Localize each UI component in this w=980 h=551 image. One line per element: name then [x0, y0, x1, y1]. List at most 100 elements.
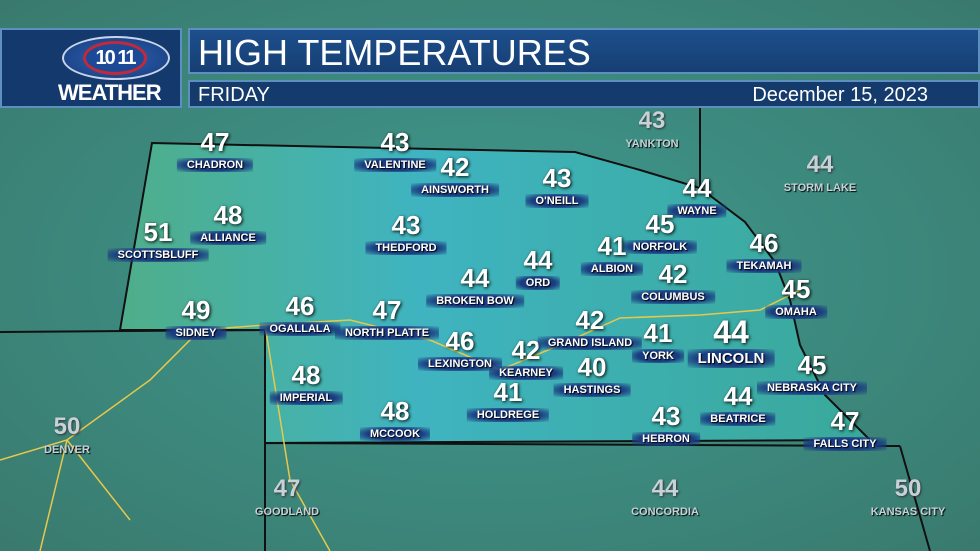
city-kearney: 42 KEARNEY [489, 337, 563, 381]
temperature-value: 42 [440, 152, 470, 182]
temperature-value: 48 [291, 360, 321, 390]
temperature-value: 43 [542, 163, 572, 193]
city-albion: 41 ALBION [580, 233, 644, 277]
city-wayne: 44 WAYNE [667, 173, 727, 219]
city-name: DENVER [44, 444, 90, 456]
city-york: 41 YORK [632, 320, 684, 364]
temperature-value: 46 [445, 326, 475, 356]
title-bar: HIGH TEMPERATURES [188, 28, 980, 74]
highways [0, 289, 801, 551]
city-chadron: 47 CHADRON [176, 127, 254, 173]
city-name: GOODLAND [254, 506, 320, 518]
temperature-value: 44 [806, 151, 834, 178]
temperature-value: 41 [643, 318, 673, 348]
city-name: LINCOLN [687, 349, 775, 368]
city-north-platte: 47 NORTH PLATTE [334, 295, 440, 341]
state-borders [0, 95, 931, 551]
city-hastings: 40 HASTINGS [553, 352, 631, 398]
temperature-value: 50 [894, 475, 922, 502]
city-name: HEBRON [632, 432, 700, 446]
city-name: TEKAMAH [726, 259, 802, 273]
city-concordia: 44 CONCORDIA [621, 476, 709, 520]
temperature-value: 43 [380, 127, 410, 157]
city-columbus: 42 COLUMBUS [631, 261, 715, 305]
city-name: KEARNEY [489, 366, 563, 380]
temperature-value: 47 [200, 127, 230, 157]
city-lexington: 46 LEXINGTON [418, 328, 502, 372]
temperature-value: 42 [511, 335, 541, 365]
city-o-neill: 43 O'NEILL [525, 163, 589, 209]
city-name: BEATRICE [700, 412, 776, 426]
city-goodland: 47 GOODLAND [245, 476, 329, 520]
city-name: NORTH PLATTE [334, 326, 440, 340]
station-logo: 10 11 WEATHER [0, 28, 182, 108]
temperature-value: 43 [391, 210, 421, 240]
logo-oval: 10 11 [62, 36, 170, 80]
city-name: MCCOOK [359, 427, 431, 441]
city-name: BROKEN BOW [426, 294, 524, 308]
city-beatrice: 44 BEATRICE [700, 383, 776, 427]
city-name: GRAND ISLAND [537, 336, 643, 350]
city-name: HASTINGS [553, 383, 631, 397]
temperature-value: 44 [523, 245, 553, 275]
temperature-value: 45 [781, 274, 811, 304]
city-name: FALLS CITY [803, 437, 887, 451]
city-name: ALLIANCE [190, 231, 266, 245]
temperature-value: 46 [285, 291, 315, 321]
city-alliance: 48 ALLIANCE [190, 202, 266, 246]
city-name: SCOTTSBLUFF [107, 248, 209, 262]
temperature-value: 44 [460, 263, 490, 293]
city-norfolk: 45 NORFOLK [622, 211, 698, 255]
city-name: O'NEILL [525, 194, 589, 208]
city-name: ORD [515, 276, 561, 290]
city-hebron: 43 HEBRON [632, 403, 700, 447]
temperature-value: 42 [658, 259, 688, 289]
city-thedford: 43 THEDFORD [365, 210, 447, 256]
city-tekamah: 46 TEKAMAH [726, 228, 802, 274]
temperature-value: 40 [577, 352, 607, 382]
temperature-value: 44 [682, 173, 712, 203]
city-name: IMPERIAL [269, 391, 343, 405]
temperature-value: 43 [651, 401, 681, 431]
city-name: AINSWORTH [411, 183, 499, 197]
city-name: OGALLALA [259, 322, 341, 336]
temperature-value: 49 [181, 295, 211, 325]
temperature-value: 48 [213, 200, 243, 230]
city-name: LEXINGTON [418, 357, 502, 371]
city-yankton: 43 YANKTON [615, 108, 688, 152]
city-mccook: 48 MCCOOK [359, 396, 431, 442]
city-broken-bow: 44 BROKEN BOW [426, 265, 524, 309]
city-name: OMAHA [765, 305, 827, 319]
city-name: VALENTINE [354, 158, 436, 172]
page-title: HIGH TEMPERATURES [198, 32, 591, 73]
city-ogallala: 46 OGALLALA [259, 291, 341, 337]
header: 10 11 WEATHER HIGH TEMPERATURES FRIDAY D… [0, 28, 980, 108]
city-name: SIDNEY [165, 326, 227, 340]
temperature-value: 42 [575, 305, 605, 335]
city-kansas-city: 50 KANSAS CITY [861, 476, 956, 520]
logo-number: 10 11 [83, 41, 147, 75]
city-sidney: 49 SIDNEY [165, 295, 227, 341]
forecast-date: December 15, 2023 [752, 84, 928, 106]
city-ainsworth: 42 AINSWORTH [411, 154, 499, 198]
temperature-value: 51 [143, 217, 173, 247]
subtitle-bar: FRIDAY December 15, 2023 [188, 80, 980, 108]
city-name: YORK [632, 349, 684, 363]
temperature-value: 47 [372, 295, 402, 325]
temperature-value: 48 [380, 396, 410, 426]
city-valentine: 43 VALENTINE [354, 129, 436, 173]
temperature-value: 47 [273, 475, 301, 502]
city-omaha: 45 OMAHA [765, 276, 827, 320]
city-falls-city: 47 FALLS CITY [803, 408, 887, 452]
city-lincoln: 44 LINCOLN [687, 314, 775, 368]
temperature-value: 44 [713, 314, 749, 350]
city-name: HOLDREGE [466, 408, 550, 422]
temperature-value: 46 [749, 228, 779, 258]
city-denver: 50 DENVER [34, 414, 100, 458]
city-name: ALBION [580, 262, 644, 276]
nebraska-state [118, 141, 873, 445]
temperature-value: 45 [797, 350, 827, 380]
city-name: NORFOLK [622, 240, 698, 254]
city-name: CHADRON [176, 158, 254, 172]
city-scottsbluff: 51 SCOTTSBLUFF [107, 217, 209, 263]
